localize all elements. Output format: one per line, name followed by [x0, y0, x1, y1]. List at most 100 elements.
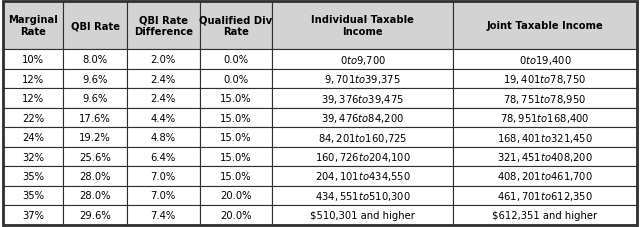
Text: 12%: 12% [22, 74, 44, 84]
Text: 20.0%: 20.0% [220, 191, 252, 201]
Text: 19.2%: 19.2% [79, 132, 111, 142]
Text: 4.8%: 4.8% [150, 132, 176, 142]
Bar [453, 205, 637, 225]
Bar [127, 108, 200, 128]
Text: $78,751 to $78,950: $78,751 to $78,950 [503, 92, 586, 105]
Bar [63, 128, 127, 147]
Bar [273, 89, 453, 108]
Bar [63, 89, 127, 108]
Bar [63, 108, 127, 128]
Text: 10%: 10% [22, 55, 44, 65]
Bar [453, 89, 637, 108]
Text: 28.0%: 28.0% [79, 191, 111, 201]
Bar [3, 108, 63, 128]
Bar [200, 69, 273, 89]
Text: 28.0%: 28.0% [79, 171, 111, 181]
Text: $434,551 to $510,300: $434,551 to $510,300 [315, 189, 411, 202]
Bar [127, 147, 200, 167]
Text: 7.0%: 7.0% [150, 191, 176, 201]
Text: Individual Taxable
Income: Individual Taxable Income [311, 15, 414, 37]
Bar [200, 89, 273, 108]
Text: 29.6%: 29.6% [79, 210, 111, 220]
Bar [273, 186, 453, 205]
Bar [453, 69, 637, 89]
Bar [200, 128, 273, 147]
Bar [127, 2, 200, 50]
Text: 22%: 22% [22, 113, 44, 123]
Text: 35%: 35% [22, 191, 44, 201]
Bar [127, 128, 200, 147]
Bar [3, 186, 63, 205]
Text: Marginal
Rate: Marginal Rate [8, 15, 58, 37]
Text: $168,401 to $321,450: $168,401 to $321,450 [497, 131, 593, 144]
Text: $39,376 to $39,475: $39,376 to $39,475 [321, 92, 404, 105]
Bar [127, 89, 200, 108]
Text: QBI Rate
Difference: QBI Rate Difference [134, 15, 193, 37]
Text: $461,701 to $612,350: $461,701 to $612,350 [497, 189, 593, 202]
Text: Joint Taxable Income: Joint Taxable Income [486, 21, 604, 31]
Text: 15.0%: 15.0% [220, 152, 252, 162]
Text: $19,401 to $78,750: $19,401 to $78,750 [503, 73, 586, 86]
Bar [273, 205, 453, 225]
Bar [273, 2, 453, 50]
Text: 12%: 12% [22, 94, 44, 104]
Bar [200, 205, 273, 225]
Bar [200, 2, 273, 50]
Text: $612,351 and higher: $612,351 and higher [492, 210, 598, 220]
Text: 15.0%: 15.0% [220, 113, 252, 123]
Text: 7.0%: 7.0% [150, 171, 176, 181]
Bar [63, 186, 127, 205]
Bar [63, 69, 127, 89]
Text: 2.4%: 2.4% [150, 74, 176, 84]
Text: QBI Rate: QBI Rate [70, 21, 120, 31]
Text: $0 to $9,700: $0 to $9,700 [340, 53, 386, 66]
Text: $84,201 to $160,725: $84,201 to $160,725 [318, 131, 408, 144]
Text: 9.6%: 9.6% [83, 94, 108, 104]
Text: $408,201 to $461,700: $408,201 to $461,700 [497, 170, 593, 183]
Text: $0 to $19,400: $0 to $19,400 [518, 53, 572, 66]
Text: 6.4%: 6.4% [150, 152, 176, 162]
Bar [63, 205, 127, 225]
Text: 8.0%: 8.0% [83, 55, 108, 65]
Bar [453, 50, 637, 69]
Bar [127, 50, 200, 69]
Text: 7.4%: 7.4% [150, 210, 176, 220]
Text: $204,101 to $434,550: $204,101 to $434,550 [315, 170, 411, 183]
Bar [273, 108, 453, 128]
Text: $39,476 to $84,200: $39,476 to $84,200 [321, 111, 404, 124]
Text: 15.0%: 15.0% [220, 171, 252, 181]
Bar [200, 147, 273, 167]
Text: 2.4%: 2.4% [150, 94, 176, 104]
Text: 17.6%: 17.6% [79, 113, 111, 123]
Bar [3, 205, 63, 225]
Bar [127, 205, 200, 225]
Text: 2.0%: 2.0% [150, 55, 176, 65]
Bar [63, 2, 127, 50]
Bar [453, 167, 637, 186]
Text: $9,701 to $39,375: $9,701 to $39,375 [324, 73, 401, 86]
Bar [453, 147, 637, 167]
Text: $78,951 to $168,400: $78,951 to $168,400 [500, 111, 589, 124]
Text: 24%: 24% [22, 132, 44, 142]
Bar [3, 128, 63, 147]
Text: 35%: 35% [22, 171, 44, 181]
Bar [200, 186, 273, 205]
Text: $321,451 to $408,200: $321,451 to $408,200 [497, 150, 593, 163]
Text: 9.6%: 9.6% [83, 74, 108, 84]
Bar [63, 167, 127, 186]
Text: 25.6%: 25.6% [79, 152, 111, 162]
Bar [3, 89, 63, 108]
Text: 32%: 32% [22, 152, 44, 162]
Bar [453, 128, 637, 147]
Bar [63, 50, 127, 69]
Bar [200, 108, 273, 128]
Bar [63, 147, 127, 167]
Text: 20.0%: 20.0% [220, 210, 252, 220]
Text: 15.0%: 15.0% [220, 94, 252, 104]
Bar [3, 2, 63, 50]
Bar [3, 50, 63, 69]
Bar [273, 128, 453, 147]
Bar [3, 69, 63, 89]
Bar [273, 50, 453, 69]
Bar [200, 50, 273, 69]
